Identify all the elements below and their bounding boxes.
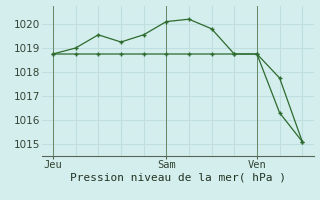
X-axis label: Pression niveau de la mer( hPa ): Pression niveau de la mer( hPa ) (70, 173, 286, 183)
